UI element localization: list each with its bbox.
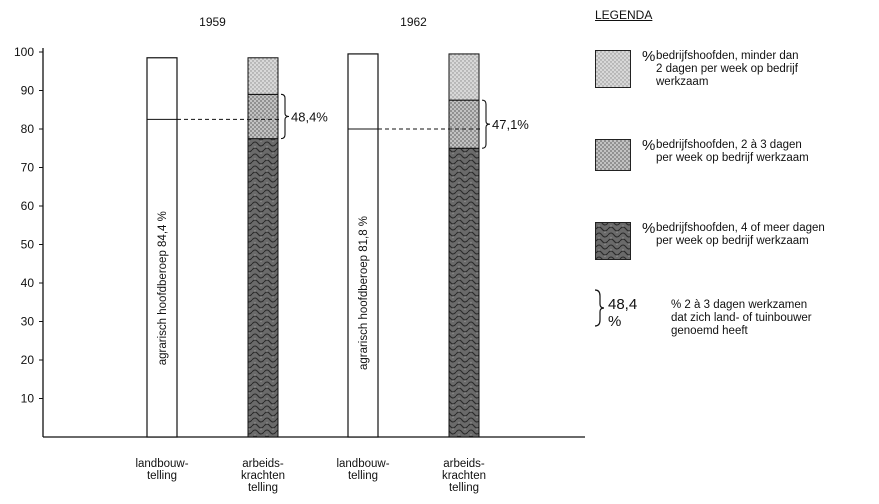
- year-label: 1962: [400, 15, 427, 29]
- y-tick-label: 100: [14, 45, 34, 59]
- y-tick-label: 40: [21, 276, 35, 290]
- category-label: krachten: [241, 470, 285, 482]
- legend-text-4-or-more-days: bedrijfshoofden, 4 of meer dagen per wee…: [656, 222, 825, 247]
- bar-segment-1959-1: [247, 93, 279, 140]
- category-label: telling: [248, 482, 278, 494]
- bracket-1962: [481, 99, 491, 149]
- year-label: 1959: [199, 15, 226, 29]
- bracket-label-1959: 48,4%: [291, 109, 328, 124]
- category-label: telling: [449, 482, 479, 494]
- y-tick-label: 80: [21, 122, 35, 136]
- bar-landbouwtelling-1962: [347, 53, 379, 438]
- legend-brace-icon: [594, 289, 605, 327]
- category-label: telling: [348, 470, 378, 482]
- category-label: arbeids-: [443, 458, 485, 470]
- legend-title: LEGENDA: [595, 8, 653, 22]
- legend-swatch-dark: [595, 222, 631, 260]
- category-label: krachten: [442, 470, 486, 482]
- bracket-label-1962: 47,1%: [492, 117, 529, 132]
- stacked-bar-chart: 10 20 30 40 50 60 70 80 90 100 agrarisch hoofdber…: [14, 15, 585, 494]
- bar-segment-1962-2: [448, 53, 480, 101]
- legend-percent-symbol: %: [642, 48, 656, 65]
- legend-swatch-light: [595, 50, 631, 88]
- bar-vertical-label: agrarisch hoofdberoep 84,4 %: [157, 211, 169, 365]
- bar-segment-1959-0: [247, 138, 279, 438]
- legend-brace-label: 48,4 %: [608, 296, 638, 330]
- category-label: arbeids-: [242, 458, 284, 470]
- bar-vertical-label: agrarisch hoofdberoep 81,8 %: [358, 216, 370, 370]
- category-label: landbouw-: [135, 458, 188, 470]
- bar-segment-1959-2: [247, 57, 279, 95]
- bar-segment-1962-1: [448, 99, 480, 149]
- y-tick-label: 10: [21, 392, 35, 406]
- y-tick-label: 90: [21, 84, 35, 98]
- bracket-1959: [280, 93, 290, 140]
- legend-percent-symbol: %: [642, 137, 656, 154]
- legend-swatch-medium: [595, 139, 631, 171]
- legend-text-less-than-2-days: bedrijfshoofden, minder dan 2 dagen per …: [656, 50, 799, 88]
- y-tick-label: 70: [21, 161, 35, 175]
- bar-segment-1962-0: [448, 147, 480, 438]
- legend-text-2-3-days: bedrijfshoofden, 2 à 3 dagen per week op…: [656, 139, 809, 164]
- legend-percent-symbol: %: [642, 220, 656, 237]
- y-tick-label: 50: [21, 238, 35, 252]
- bar-landbouwtelling-1959: [146, 57, 178, 438]
- legend-brace-text: % 2 à 3 dagen werkzamen dat zich land- o…: [671, 299, 812, 337]
- y-tick-label: 20: [21, 353, 35, 367]
- category-label: landbouw-: [336, 458, 389, 470]
- y-tick-label: 30: [21, 315, 35, 329]
- category-label: telling: [147, 470, 177, 482]
- y-tick-label: 60: [21, 199, 35, 213]
